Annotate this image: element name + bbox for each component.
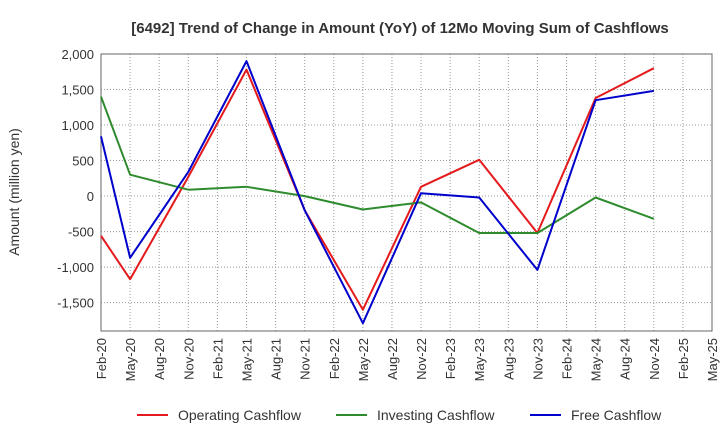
x-tick-label: May-23: [472, 338, 487, 381]
y-tick-label: -1,000: [57, 260, 94, 275]
x-tick-label: May-24: [589, 338, 604, 381]
x-tick-label: Aug-24: [618, 338, 633, 380]
series-line-free-cashflow: [100, 60, 654, 325]
x-tick-label: Nov-24: [647, 338, 662, 380]
legend-label-free-cashflow: Free Cashflow: [571, 407, 662, 423]
legend-label-operating-cashflow: Operating Cashflow: [178, 407, 302, 423]
x-tick-label: Aug-22: [385, 338, 400, 380]
x-tick-label: May-22: [356, 338, 371, 381]
y-tick-label: 500: [72, 154, 94, 169]
x-tick-label: Nov-20: [181, 338, 196, 380]
y-tick-label: 0: [87, 189, 94, 204]
x-tick-label: Feb-21: [210, 338, 225, 379]
y-tick-label: 1,000: [61, 118, 94, 133]
y-tick-label: -1,500: [57, 296, 94, 311]
grid-lines: [100, 53, 713, 331]
x-tick-label: Aug-21: [269, 338, 284, 380]
y-tick-label: 1,500: [61, 83, 94, 98]
x-tick-label: Nov-23: [530, 338, 545, 380]
legend-label-investing-cashflow: Investing Cashflow: [377, 407, 495, 423]
series-lines: [100, 60, 655, 325]
x-tick-label: Feb-23: [443, 338, 458, 379]
legend: Operating Cashflow Investing Cashflow Free…: [137, 407, 662, 423]
chart-title: [6492] Trend of Change in Amount (YoY) o…: [131, 20, 669, 37]
x-tick-label: Feb-24: [560, 338, 575, 379]
x-tick-label: Feb-25: [676, 338, 691, 379]
x-tick-label: Aug-20: [152, 338, 167, 380]
plot-area: [101, 54, 712, 331]
x-tick-label: Feb-20: [94, 338, 109, 379]
x-tick-label: Nov-22: [414, 338, 429, 380]
series-line-operating-cashflow: [100, 67, 655, 311]
x-tick-label: May-20: [123, 338, 138, 381]
x-tick-label: Aug-23: [501, 338, 516, 380]
x-tick-label: May-21: [239, 338, 254, 381]
series-line-investing-cashflow: [100, 96, 655, 234]
x-tick-label: Nov-21: [298, 338, 313, 380]
plot-border: [100, 53, 713, 332]
axes: 2,000 1,500 1,000 500 0 -500 -1,000 -1,500 Feb-2…: [57, 47, 720, 381]
x-tick-label: Feb-22: [327, 338, 342, 379]
y-axis-label: Amount (million yen): [6, 128, 22, 256]
y-tick-label: 2,000: [61, 47, 94, 62]
y-tick-label: -500: [68, 225, 94, 240]
x-tick-label: May-25: [705, 338, 720, 381]
